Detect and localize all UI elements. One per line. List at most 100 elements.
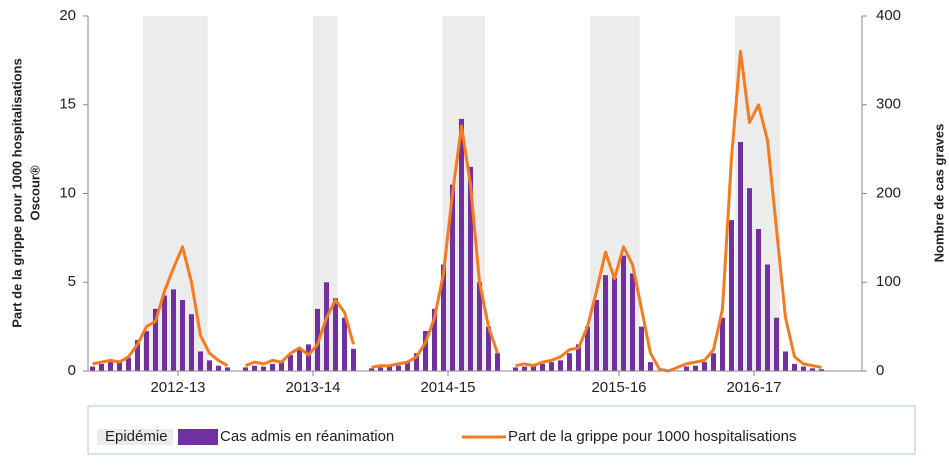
bar [710,353,717,371]
bar [323,282,330,371]
legend-label: Epidémie [105,428,168,445]
bar [107,362,114,371]
bar [395,365,402,371]
bar [260,366,267,371]
bar [188,314,195,371]
y-axis-label: Part de la grippe pour 1000 hospitalisat… [9,58,24,327]
bar [269,363,276,371]
line [92,50,822,373]
bar [782,351,789,371]
bar [98,363,105,371]
x-tick-label: 2016-17 [726,379,781,396]
bar [476,282,483,371]
bar [341,317,348,371]
legend-label: Cas admis en réanimation [220,428,394,445]
bar [539,363,546,371]
bar [818,369,825,371]
x-tick-label: 2015-16 [591,379,646,396]
x-tick-label: 2012-13 [150,379,205,396]
bar [485,326,492,371]
bar [746,188,753,371]
bar [647,362,654,371]
bar [134,339,141,371]
bar [521,366,528,371]
legend-box [87,405,916,455]
legend-swatch [97,429,173,445]
bar [296,348,303,371]
y2-tick-label: 100 [876,273,901,290]
bar [116,360,123,371]
y2-tick-label: 0 [876,362,884,379]
y2-tick-label: 400 [876,7,901,24]
bar [728,220,735,371]
y-axis-label: Oscour® [27,165,42,221]
y-tick-label: 0 [68,362,76,379]
bar [494,353,501,371]
bar [386,366,393,371]
bar [440,264,447,371]
bar [413,353,420,371]
bar [422,331,429,371]
bar [467,166,474,371]
bar [548,362,555,371]
bar [89,366,96,371]
bar [242,367,249,371]
legend-label: Part de la grippe pour 1000 hospitalisat… [508,428,797,445]
bar [584,326,591,371]
y2-axis-label: Nombre de cas graves [931,124,946,263]
bar [377,367,384,371]
bar [719,317,726,371]
x-tick-label: 2013-14 [285,379,340,396]
x-tick-label: 2014-15 [420,379,475,396]
bar [197,351,204,371]
bar [800,366,807,371]
bar [566,353,573,371]
y-tick-label: 5 [68,273,76,290]
bar [602,275,609,371]
y2-tick-label: 200 [876,184,901,201]
bar [125,357,132,371]
bar [152,308,159,371]
y-tick-label: 20 [59,7,76,24]
y2-tick-label: 300 [876,96,901,113]
bar [629,273,636,371]
bar [332,298,339,371]
bar [287,355,294,371]
bar [458,118,465,371]
bar [737,142,744,371]
bar [215,365,222,371]
bar [773,317,780,371]
bar [206,360,213,371]
y-tick-label: 10 [59,184,76,201]
bar [404,362,411,371]
bar [764,264,771,371]
bar [692,365,699,371]
bar [449,184,456,371]
bar [611,277,618,371]
legend-swatch [178,429,218,445]
bar [224,367,231,371]
bar [593,300,600,371]
bar [701,362,708,371]
bar [143,331,150,371]
bar [350,348,357,371]
bar [179,300,186,371]
bar [305,344,312,371]
y-tick-label: 15 [59,96,76,113]
bar [368,368,375,371]
bar [251,365,258,371]
bar [638,326,645,371]
bar [620,255,627,371]
bar [278,362,285,371]
bar [431,308,438,371]
bar [161,295,168,371]
bar [683,366,690,371]
bar [575,344,582,371]
bar [809,368,816,371]
bar [755,229,762,371]
bar [512,367,519,371]
bar [791,363,798,371]
bar [557,360,564,371]
bar [530,365,537,371]
